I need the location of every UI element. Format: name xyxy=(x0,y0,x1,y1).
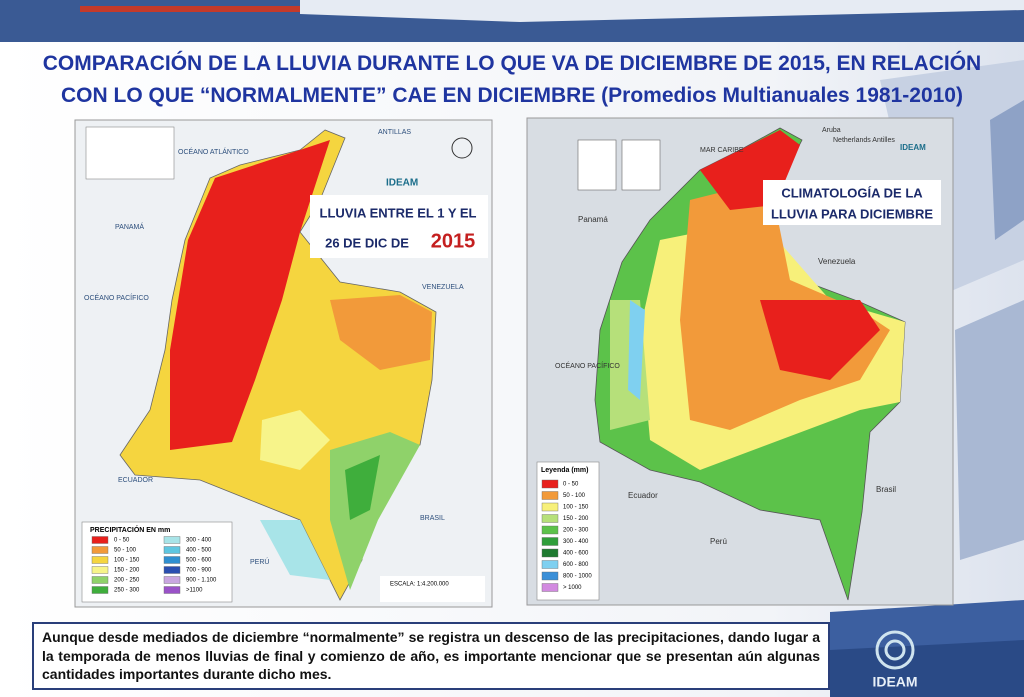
legend-label: 150 - 200 xyxy=(563,516,589,522)
place-label: BRASIL xyxy=(420,515,445,522)
scale: ESCALA: 1:4.200.000 xyxy=(390,582,449,588)
legend-label: 0 - 50 xyxy=(114,538,130,544)
title: COMPARACIÓN DE LA LLUVIA DURANTE LO QUE … xyxy=(42,52,982,75)
legend-swatch xyxy=(91,576,109,584)
logo: IDEAM xyxy=(900,143,926,152)
legend-swatch xyxy=(91,556,109,564)
place-label: ECUADOR xyxy=(118,477,153,484)
legend-swatch xyxy=(541,571,559,581)
legend-label: 250 - 300 xyxy=(114,588,140,594)
legend-label: 400 - 600 xyxy=(563,551,589,557)
place-label: VENEZUELA xyxy=(422,284,464,291)
legend-swatch xyxy=(541,502,559,512)
legend-swatch xyxy=(541,525,559,535)
legend-swatch xyxy=(163,536,181,544)
legend-label: 700 - 900 xyxy=(186,568,212,574)
right-map xyxy=(526,117,954,606)
place-label: Netherlands Antilles xyxy=(833,137,895,144)
place-label: Panamá xyxy=(578,215,608,224)
caption-year: 2015 xyxy=(431,230,476,252)
legend-label: 200 - 300 xyxy=(563,528,589,534)
legend-swatch xyxy=(541,537,559,546)
legend-swatch xyxy=(541,583,559,592)
place-label: OCÉANO PACÍFICO xyxy=(555,361,620,370)
legend-label: 300 - 400 xyxy=(186,538,212,544)
legend-swatch xyxy=(91,566,109,574)
place-label: OCÉANO PACÍFICO xyxy=(84,293,149,302)
legend-swatch xyxy=(541,514,559,523)
legend-label: 600 - 800 xyxy=(563,562,589,568)
legend-label: 800 - 1000 xyxy=(563,574,592,580)
place-label: PANAMÁ xyxy=(115,222,144,231)
legend-label: 100 - 150 xyxy=(563,505,589,511)
legend-label: >1100 xyxy=(186,588,203,594)
footer-logo xyxy=(875,630,915,670)
place-label: Venezuela xyxy=(818,257,856,266)
legend-swatch xyxy=(163,586,181,594)
place-label: MAR CARIBE xyxy=(700,147,744,154)
legend-swatch xyxy=(541,560,559,569)
legend-swatch xyxy=(163,546,181,554)
place-label: Aruba xyxy=(822,127,841,134)
caption: CLIMATOLOGÍA DE LA xyxy=(781,185,923,200)
legend-title: Leyenda (mm) xyxy=(541,467,588,474)
caption: LLUVIA ENTRE EL 1 Y EL xyxy=(320,205,477,220)
legend-label: > 1000 xyxy=(563,585,582,591)
legend-swatch xyxy=(163,566,181,574)
place-label: Brasil xyxy=(876,485,896,494)
legend-label: 0 - 50 xyxy=(563,482,579,488)
footer-text: Aunque desde mediados de diciembre “norm… xyxy=(32,622,830,690)
logo: IDEAM xyxy=(386,178,418,189)
legend-swatch xyxy=(163,556,181,564)
legend-label: 200 - 250 xyxy=(114,578,140,584)
legend-swatch xyxy=(541,479,559,489)
place-label: Ecuador xyxy=(628,491,658,500)
legend-label: 900 - 1.100 xyxy=(186,578,217,584)
legend-label: 400 - 500 xyxy=(186,548,212,554)
place-label: Perú xyxy=(710,537,727,546)
legend-label: 500 - 600 xyxy=(186,558,212,564)
legend-swatch xyxy=(91,546,109,554)
legend-swatch xyxy=(163,576,181,584)
place-label: PERÚ xyxy=(250,557,269,566)
legend-label: 50 - 100 xyxy=(563,493,586,499)
legend-label: 100 - 150 xyxy=(114,558,140,564)
left-map xyxy=(74,119,493,608)
legend-swatch xyxy=(91,586,109,594)
legend-swatch xyxy=(91,536,109,544)
legend-swatch xyxy=(541,491,559,500)
legend-label: 300 - 400 xyxy=(563,539,589,545)
legend-label: 150 - 200 xyxy=(114,568,140,574)
logo-text: IDEAM xyxy=(872,674,917,690)
place-label: OCÉANO ATLÁNTICO xyxy=(178,147,249,156)
title: CON LO QUE “NORMALMENTE” CAE EN DICIEMBR… xyxy=(61,84,963,107)
caption: 26 DE DIC DE xyxy=(325,235,409,250)
legend-swatch xyxy=(541,548,559,558)
caption: LLUVIA PARA DICIEMBRE xyxy=(771,206,933,221)
legend-label: 50 - 100 xyxy=(114,548,137,554)
legend-title: PRECIPITACIÓN EN mm xyxy=(90,525,170,534)
place-label: ANTILLAS xyxy=(378,129,411,136)
